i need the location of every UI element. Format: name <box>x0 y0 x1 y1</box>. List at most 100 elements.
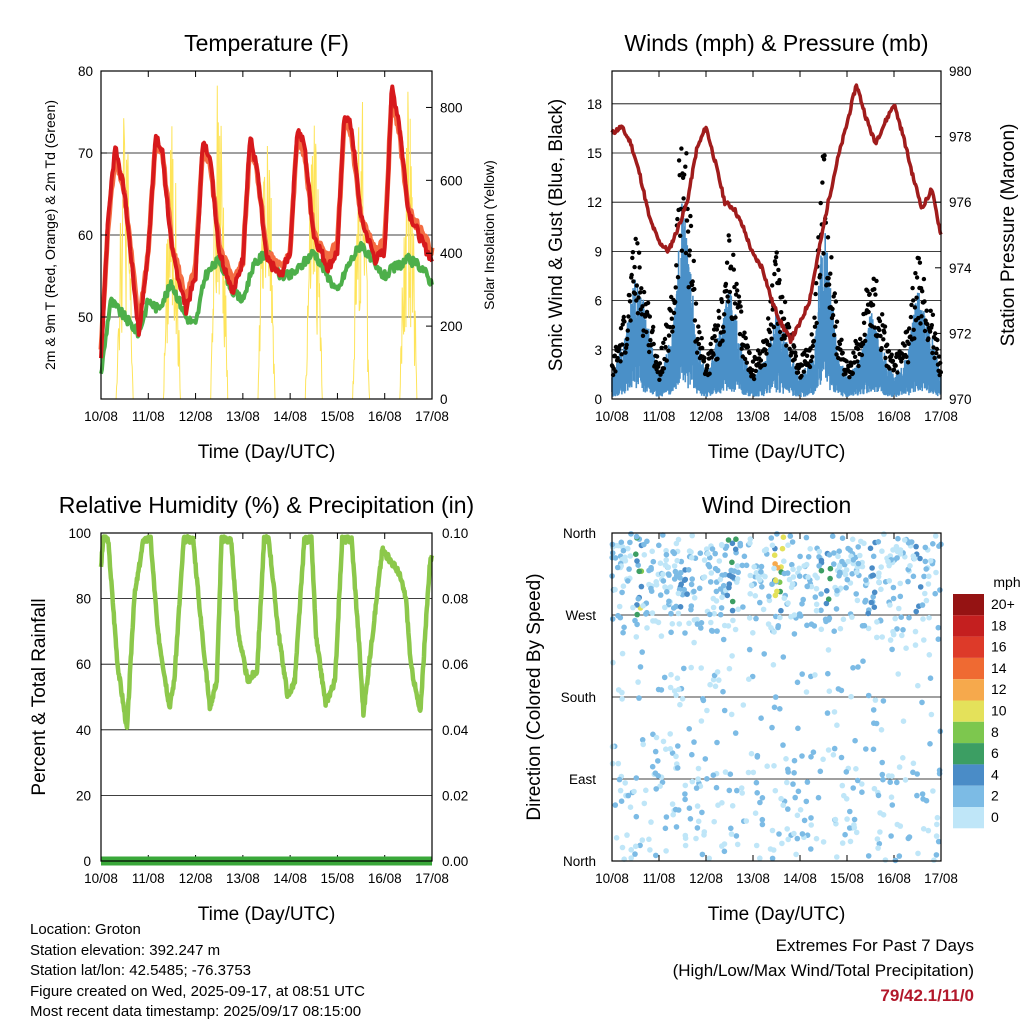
gust-point <box>661 366 667 371</box>
direction-point <box>854 597 861 604</box>
direction-point <box>634 611 640 618</box>
direction-point <box>903 645 909 651</box>
y-tick-label: South <box>561 690 596 705</box>
gust-point <box>652 363 658 368</box>
gust-point <box>651 324 656 330</box>
y-axis-label: Direction (Colored By Speed) <box>524 573 545 820</box>
direction-point <box>781 595 788 601</box>
direction-point <box>790 574 797 580</box>
gust-point <box>907 326 912 331</box>
direction-point <box>897 580 903 587</box>
direction-point <box>759 584 765 590</box>
y2-tick-label: 400 <box>440 246 463 261</box>
direction-point <box>876 840 883 847</box>
gust-point <box>840 350 845 355</box>
gust-point <box>636 250 642 255</box>
direction-point <box>895 535 901 542</box>
x-tick-label: 16/08 <box>877 409 911 424</box>
gust-point <box>725 294 730 299</box>
direction-point <box>887 602 893 608</box>
gust-point <box>683 164 688 169</box>
direction-point <box>813 601 820 608</box>
direction-point <box>640 603 646 609</box>
y-tick-label: East <box>569 772 596 787</box>
gust-point <box>676 158 682 163</box>
direction-point <box>799 601 805 607</box>
direction-point <box>681 586 687 593</box>
gust-point <box>719 299 725 305</box>
gust-point <box>877 327 882 333</box>
plot-frame <box>611 70 942 400</box>
direction-point <box>790 781 796 787</box>
direction-point <box>615 687 622 693</box>
gust-point <box>627 299 633 304</box>
gust-point <box>912 336 917 341</box>
gust-point <box>675 216 680 222</box>
direction-point <box>730 617 736 624</box>
direction-point <box>729 653 735 659</box>
direction-point <box>769 827 776 834</box>
direction-point <box>625 578 631 584</box>
direction-point <box>922 590 928 597</box>
direction-point <box>831 561 837 567</box>
direction-point <box>741 553 748 560</box>
direction-point <box>799 753 805 759</box>
direction-point <box>827 575 833 582</box>
gust-point <box>636 295 641 300</box>
direction-point <box>709 546 716 552</box>
direction-point <box>865 610 871 617</box>
direction-point <box>865 853 872 859</box>
chart-title: Winds (mph) & Pressure (mb) <box>624 30 928 56</box>
direction-point <box>771 565 777 572</box>
gust-point <box>834 352 839 357</box>
direction-point <box>663 746 669 752</box>
direction-point <box>704 707 710 714</box>
gust-point <box>679 146 684 151</box>
colorbar-label: 4 <box>991 766 999 782</box>
direction-point <box>634 602 640 608</box>
direction-point <box>893 543 900 550</box>
direction-point <box>719 800 725 806</box>
direction-point <box>803 798 810 805</box>
direction-point <box>927 675 934 681</box>
direction-point <box>797 613 804 619</box>
direction-point <box>781 570 788 577</box>
gust-point <box>825 235 831 240</box>
station-info: Location: Groton Station elevation: 392.… <box>30 920 365 1023</box>
chart-title: Wind Direction <box>702 492 852 518</box>
gust-point <box>727 289 733 295</box>
x-tick-label: 13/08 <box>226 871 260 886</box>
gust-point <box>935 337 940 343</box>
direction-point <box>681 665 687 672</box>
gust-point <box>640 304 645 309</box>
direction-point <box>834 722 840 728</box>
direction-point <box>675 743 681 749</box>
x-tick-label: 13/08 <box>736 871 770 886</box>
gust-point <box>739 346 744 351</box>
direction-point <box>720 688 726 695</box>
direction-point <box>800 596 806 603</box>
gust-point <box>738 304 743 309</box>
gust-point <box>832 332 837 338</box>
direction-point <box>838 754 845 761</box>
direction-point <box>747 591 753 597</box>
gust-point <box>743 335 748 341</box>
direction-point <box>892 615 898 622</box>
direction-point <box>870 746 877 753</box>
gust-point <box>630 250 636 255</box>
gust-point <box>726 233 731 238</box>
direction-point <box>754 790 760 796</box>
direction-point <box>668 610 674 617</box>
direction-point <box>917 584 924 590</box>
direction-point <box>734 576 741 582</box>
y-tick-label: 0 <box>594 392 602 407</box>
direction-point <box>898 614 904 620</box>
direction-point <box>749 673 756 680</box>
colorbar-swatch <box>953 594 984 616</box>
direction-point <box>687 816 694 822</box>
direction-point <box>643 611 649 617</box>
direction-point <box>894 779 900 786</box>
direction-point <box>769 542 776 549</box>
direction-point <box>808 754 814 760</box>
direction-point <box>874 836 881 842</box>
